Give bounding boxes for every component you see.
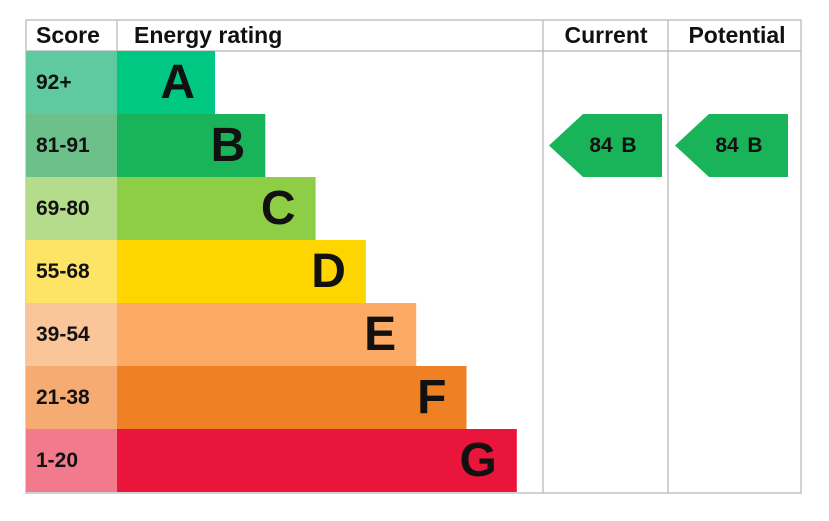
rating-letter: C	[261, 182, 296, 235]
current-arrow	[549, 114, 662, 177]
current-band: B	[621, 134, 636, 157]
rating-bar	[117, 240, 366, 303]
score-range: 39-54	[36, 323, 90, 346]
score-cell	[26, 114, 117, 177]
header-potential: Potential	[688, 22, 785, 48]
score-range: 92+	[36, 71, 72, 94]
potential-arrow	[675, 114, 788, 177]
rating-bar	[117, 114, 266, 177]
header-current: Current	[564, 22, 647, 48]
header-score: Score	[36, 22, 100, 48]
current-score: 84	[589, 134, 613, 157]
rating-letter: D	[311, 245, 346, 298]
potential-band: B	[747, 134, 762, 157]
potential-score: 84	[715, 134, 739, 157]
rating-letter: F	[417, 371, 446, 424]
score-cell	[26, 429, 117, 492]
score-cell	[26, 177, 117, 240]
rating-bar	[117, 51, 215, 114]
score-range: 1-20	[36, 449, 78, 472]
score-range: 81-91	[36, 134, 90, 157]
score-range: 69-80	[36, 197, 90, 220]
rating-bar	[117, 429, 517, 492]
rating-bar	[117, 177, 316, 240]
score-cell	[26, 51, 117, 114]
rating-letter: G	[459, 434, 496, 487]
score-cell	[26, 240, 117, 303]
rating-letter: A	[160, 56, 195, 109]
rating-letter: E	[364, 308, 396, 361]
score-range: 21-38	[36, 386, 90, 409]
rating-bar	[117, 303, 417, 366]
score-cell	[26, 303, 117, 366]
score-range: 55-68	[36, 260, 90, 283]
rating-letter: B	[211, 119, 246, 172]
rating-bar	[117, 366, 467, 429]
header-energy-rating: Energy rating	[134, 22, 282, 48]
score-cell	[26, 366, 117, 429]
